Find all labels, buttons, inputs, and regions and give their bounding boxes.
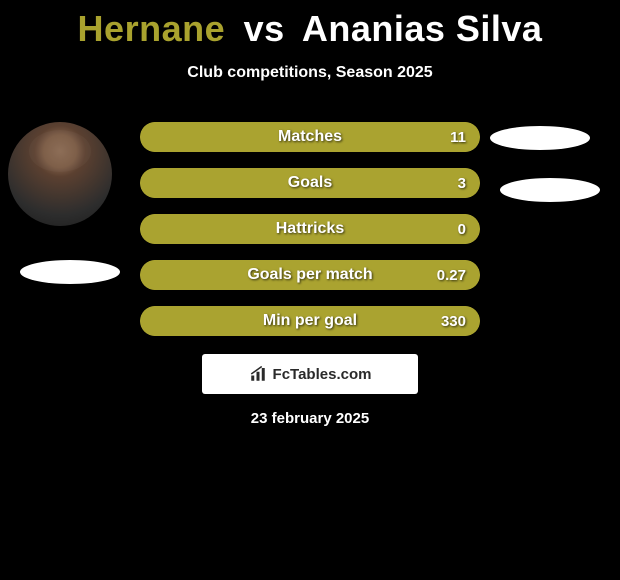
stat-bar: Goals3 — [140, 168, 480, 198]
title-vs: vs — [244, 8, 285, 49]
stat-bar-label: Goals per match — [140, 266, 480, 284]
title-player-right: Ananias Silva — [302, 8, 543, 49]
shadow-oval-left — [20, 260, 120, 284]
stat-bars: Matches11 Goals3 Hattricks0 Goals per match… — [140, 122, 480, 352]
stat-bar-label: Goals — [140, 174, 480, 192]
stat-bar-value: 0.27 — [437, 267, 466, 284]
stat-bar-label: Matches — [140, 128, 480, 146]
stat-bar: Min per goal330 — [140, 306, 480, 336]
stat-bar-label: Min per goal — [140, 312, 480, 330]
chart-icon — [249, 365, 267, 383]
footer-badge[interactable]: FcTables.com — [202, 354, 418, 394]
player-avatar-left — [8, 122, 112, 226]
stat-bar: Goals per match0.27 — [140, 260, 480, 290]
shadow-oval-right-1 — [490, 126, 590, 150]
stat-bar-label: Hattricks — [140, 220, 480, 238]
subtitle: Club competitions, Season 2025 — [0, 64, 620, 82]
stat-bar-value: 0 — [458, 221, 466, 238]
title-player-left: Hernane — [78, 8, 226, 49]
page-title: Hernane vs Ananias Silva — [0, 0, 620, 50]
date-text: 23 february 2025 — [0, 410, 620, 427]
footer-badge-text: FcTables.com — [273, 366, 372, 383]
shadow-oval-right-2 — [500, 178, 600, 202]
stat-bar: Hattricks0 — [140, 214, 480, 244]
stat-bar: Matches11 — [140, 122, 480, 152]
stat-bar-value: 3 — [458, 175, 466, 192]
stat-bar-value: 330 — [441, 313, 466, 330]
stat-bar-value: 11 — [450, 129, 466, 146]
